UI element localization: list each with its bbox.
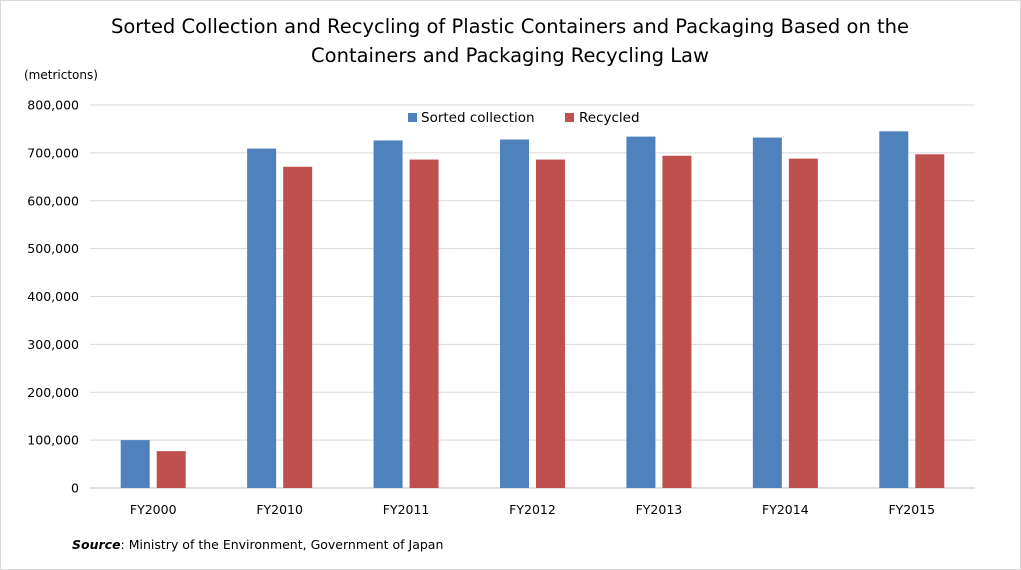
bar-recycled-fy2013 — [662, 155, 692, 488]
legend-swatch-recycled — [565, 113, 574, 122]
bar-recycled-fy2015 — [915, 154, 945, 488]
x-tick-label: FY2012 — [509, 502, 556, 517]
y-tick-label: 100,000 — [27, 433, 79, 448]
y-tick-label: 500,000 — [27, 241, 79, 256]
y-axis-unit-label: (metrictons) — [24, 68, 98, 82]
bar-recycled-fy2011 — [409, 159, 439, 488]
bar-sorted-collection-fy2011 — [373, 140, 403, 489]
legend-label-recycled: Recycled — [579, 110, 640, 126]
bar-sorted-collection-fy2013 — [626, 136, 656, 488]
chart-title-line-1: Sorted Collection and Recycling of Plast… — [111, 15, 909, 38]
legend-swatch-sorted-collection — [408, 113, 417, 122]
y-tick-label: 400,000 — [27, 289, 79, 304]
y-tick-label: 600,000 — [27, 193, 79, 208]
bar-sorted-collection-fy2015 — [879, 131, 909, 489]
y-tick-label: 200,000 — [27, 385, 79, 400]
source-text: : Ministry of the Environment, Governmen… — [121, 537, 444, 552]
x-tick-label: FY2015 — [888, 502, 935, 517]
x-tick-label: FY2013 — [636, 502, 683, 517]
legend: Sorted collection Recycled — [408, 110, 640, 126]
source-label: Source — [72, 537, 121, 552]
bar-sorted-collection-fy2000 — [120, 440, 150, 488]
y-tick-label: 0 — [71, 481, 79, 496]
bar-sorted-collection-fy2010 — [247, 148, 277, 488]
chart-title-line-2: Containers and Packaging Recycling Law — [311, 44, 709, 67]
source-note: Source: Ministry of the Environment, Gov… — [72, 537, 443, 552]
bar-sorted-collection-fy2012 — [500, 139, 529, 488]
y-tick-label: 300,000 — [27, 337, 79, 352]
x-tick-label: FY2010 — [256, 502, 303, 517]
bar-recycled-fy2010 — [283, 166, 313, 489]
y-tick-label: 800,000 — [27, 98, 79, 113]
x-tick-label: FY2000 — [130, 502, 177, 517]
legend-label-sorted-collection: Sorted collection — [421, 110, 535, 126]
bar-sorted-collection-fy2014 — [752, 137, 782, 488]
x-tick-label: FY2014 — [762, 502, 809, 517]
x-tick-label: FY2011 — [383, 502, 430, 517]
y-tick-label: 700,000 — [27, 145, 79, 160]
bar-recycled-fy2014 — [788, 158, 818, 488]
bar-recycled-fy2000 — [156, 451, 186, 488]
bar-recycled-fy2012 — [536, 159, 565, 488]
